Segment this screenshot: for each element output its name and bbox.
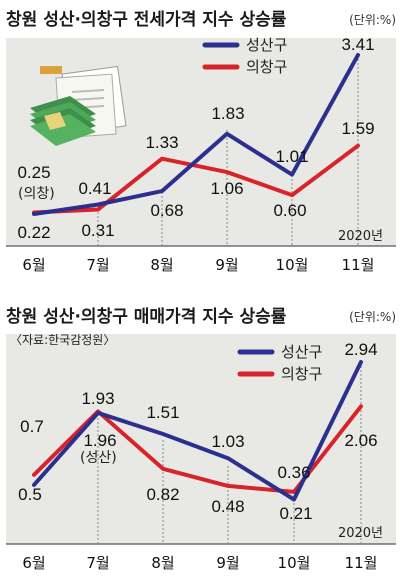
data-label: 0.68 xyxy=(150,201,183,220)
x-tick-label: 8월 xyxy=(151,554,174,572)
series-line-seongsan xyxy=(32,53,360,216)
data-label: 1.06 xyxy=(210,179,243,198)
money-stack-icon xyxy=(30,66,96,146)
chart-1-x-axis: 6월 7월 8월 9월 10월 11월 xyxy=(22,256,374,274)
chart-1-unit: (단위:%) xyxy=(349,13,396,27)
data-label: 1.93 xyxy=(81,389,114,408)
x-tick-label: 9월 xyxy=(216,554,239,572)
chart-1-title: 창원 성산·의창구 전세가격 지수 상승률 xyxy=(6,10,287,30)
data-label: 2.94 xyxy=(344,340,377,359)
data-label: 1.59 xyxy=(341,119,374,138)
data-label: 0.5 xyxy=(18,485,42,504)
chart-1-annotation: (의창) xyxy=(18,186,55,202)
chart-2-annotation: (성산) xyxy=(80,450,117,466)
chart-2-unit: (단위:%) xyxy=(349,310,396,324)
legend-label: 의창구 xyxy=(246,58,287,76)
data-label: 1.03 xyxy=(211,432,244,451)
legend-label: 성산구 xyxy=(246,36,287,54)
money-document-illustration xyxy=(30,65,127,146)
chart-2: 창원 성산·의창구 매매가격 지수 상승률 (단위:%) 〈자료:한국감정원〉 … xyxy=(6,307,396,588)
chart-1: 창원 성산·의창구 전세가격 지수 상승률 (단위:%) xyxy=(6,10,396,284)
data-label: 0.82 xyxy=(146,485,179,504)
x-tick-label: 6월 xyxy=(22,554,45,572)
chart-2-data-labels: 0.5 1.96 1.51 1.03 0.36 2.94 0.7 1.93 0.82 0.48 0.… xyxy=(18,340,377,523)
x-tick-label: 11월 xyxy=(345,554,378,572)
legend-label: 성산구 xyxy=(281,343,322,361)
data-label: 1.51 xyxy=(146,403,179,422)
x-tick-label: 8월 xyxy=(150,256,173,274)
data-label: 0.60 xyxy=(273,201,306,220)
chart-2-series xyxy=(32,360,363,502)
legend-label: 의창구 xyxy=(281,365,322,383)
chart-1-data-labels: 0.22 0.41 0.68 1.83 1.01 3.41 0.25 0.31 1.33 1.06… xyxy=(17,35,374,242)
series-line-seongsan xyxy=(32,360,363,502)
chart-1-series xyxy=(32,53,360,216)
data-label: 0.36 xyxy=(277,463,310,482)
chart-2-source: 〈자료:한국감정원〉 xyxy=(10,333,115,347)
data-label: 1.83 xyxy=(211,104,244,123)
data-label: 0.25 xyxy=(17,163,50,182)
data-label: 0.41 xyxy=(78,179,111,198)
chart-1-year: 2020년 xyxy=(338,229,383,244)
data-label: 1.96 xyxy=(83,431,116,450)
data-label: 0.48 xyxy=(211,497,244,516)
data-label: 2.06 xyxy=(344,431,377,450)
data-label: 0.21 xyxy=(279,504,312,523)
data-label: 1.01 xyxy=(275,147,308,166)
x-tick-label: 7월 xyxy=(86,256,109,274)
chart-2-title: 창원 성산·의창구 매매가격 지수 상승률 xyxy=(6,307,287,327)
chart-1-guides xyxy=(97,55,359,246)
x-tick-label: 10월 xyxy=(278,554,311,572)
chart-2-year: 2020년 xyxy=(338,526,383,541)
x-tick-label: 6월 xyxy=(22,256,45,274)
data-label: 1.33 xyxy=(145,133,178,152)
series-line-uichang xyxy=(32,143,360,215)
data-label: 3.41 xyxy=(341,35,374,54)
x-tick-label: 11월 xyxy=(342,256,375,274)
data-label: 0.7 xyxy=(20,417,44,436)
chart-2-guides xyxy=(97,362,362,544)
x-tick-label: 10월 xyxy=(276,256,309,274)
data-label: 0.31 xyxy=(81,221,114,240)
chart-1-axis-area xyxy=(6,246,396,284)
x-tick-label: 7월 xyxy=(86,554,109,572)
chart-2-axis-area xyxy=(6,544,396,588)
chart-2-x-axis: 6월 7월 8월 9월 10월 11월 xyxy=(22,554,377,572)
data-label: 0.22 xyxy=(17,223,50,242)
x-tick-label: 9월 xyxy=(215,256,238,274)
